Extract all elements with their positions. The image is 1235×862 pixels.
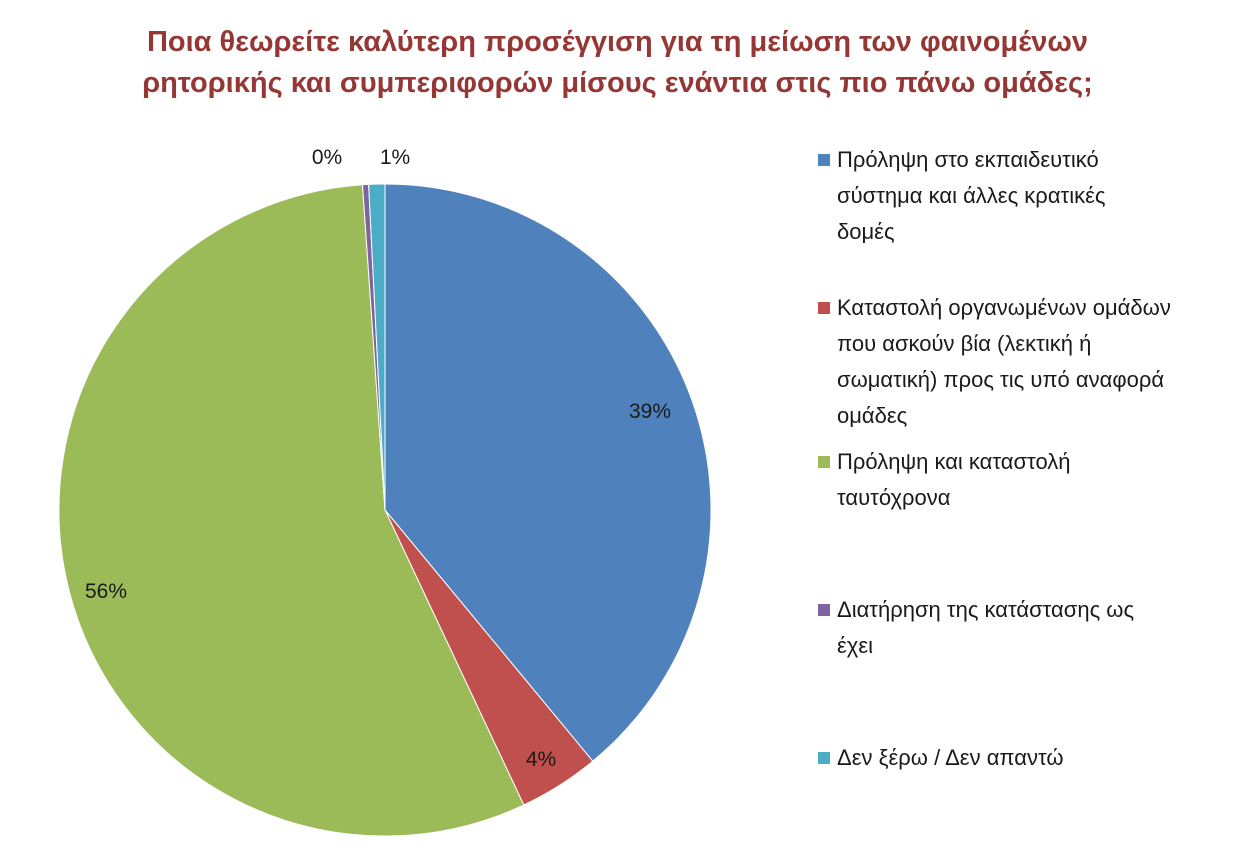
legend-label: που ασκούν βία (λεκτική ή [837, 331, 1092, 356]
legend-item: Διατήρηση της κατάστασης ως έχει [818, 592, 1228, 664]
pie-slice [368, 183, 386, 511]
slice-labels: 39% 4% 56% 0% 1% [85, 146, 671, 771]
legend-label: ομάδες [837, 403, 908, 428]
chart-title-line: ρητορικής και συμπεριφορών μίσους ενάντι… [142, 67, 1093, 99]
legend-label: Πρόληψη και καταστολή [837, 449, 1071, 474]
legend-swatch [818, 302, 830, 314]
legend-item: Πρόληψη στο εκπαιδευτικό σύστημα και άλλε… [818, 142, 1228, 250]
legend-item: Δεν ξέρω / Δεν απαντώ [818, 740, 1228, 776]
chart-title-line: Ποια θεωρείτε καλύτερη προσέγγιση για τη… [146, 26, 1089, 58]
pie-slice [384, 183, 712, 762]
legend-item: Πρόληψη και καταστολή ταυτόχρονα [818, 444, 1228, 516]
legend-label: Δεν ξέρω / Δεν απαντώ [837, 745, 1064, 770]
legend-label: Διατήρηση της κατάστασης ως [837, 597, 1135, 622]
chart-title: Ποια θεωρείτε καλύτερη προσέγγιση για τη… [60, 22, 1175, 104]
slice-label: 0% [312, 146, 342, 169]
slice-label: 56% [85, 580, 127, 603]
legend-swatch [818, 604, 830, 616]
slice-label: 1% [380, 146, 410, 169]
legend-label: έχει [837, 633, 874, 658]
slice-label: 4% [526, 748, 556, 771]
legend-label: δομές [837, 219, 895, 244]
legend-label: σύστημα και άλλες κρατικές [837, 183, 1106, 208]
legend-swatch [818, 752, 830, 764]
legend-label: Καταστολή οργανωμένων ομάδων [837, 295, 1171, 320]
pie-slice [58, 184, 525, 837]
legend-item: Καταστολή οργανωμένων ομάδων που ασκούν β… [818, 290, 1228, 434]
pie-slices [58, 183, 712, 837]
legend-label: σωματική) προς τις υπό αναφορά [837, 367, 1165, 392]
legend-swatch [818, 456, 830, 468]
slice-label: 39% [629, 400, 671, 423]
legend-label: Πρόληψη στο εκπαιδευτικό [837, 147, 1099, 172]
legend-label: ταυτόχρονα [837, 485, 951, 510]
legend-swatch [818, 154, 830, 166]
